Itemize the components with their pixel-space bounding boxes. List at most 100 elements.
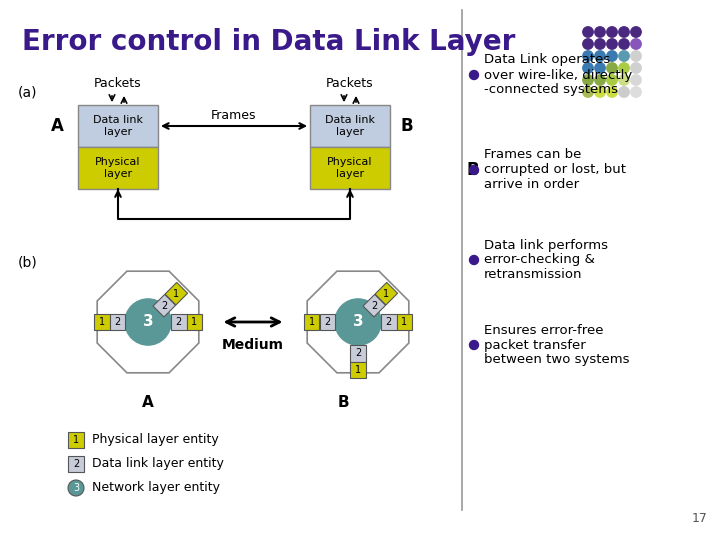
Text: A: A <box>142 395 154 410</box>
FancyBboxPatch shape <box>381 314 397 330</box>
Text: 1: 1 <box>174 289 179 299</box>
Text: Error control in Data Link Layer: Error control in Data Link Layer <box>22 28 516 56</box>
Circle shape <box>631 27 642 37</box>
Text: 2: 2 <box>176 317 182 327</box>
Circle shape <box>595 63 606 73</box>
FancyBboxPatch shape <box>363 294 386 317</box>
Text: 2: 2 <box>73 459 79 469</box>
Text: 1: 1 <box>309 317 315 327</box>
Circle shape <box>595 39 606 49</box>
Circle shape <box>631 87 642 97</box>
Circle shape <box>618 27 629 37</box>
Text: 2: 2 <box>386 317 392 327</box>
FancyBboxPatch shape <box>78 147 158 189</box>
Text: A: A <box>51 117 64 135</box>
FancyBboxPatch shape <box>165 282 188 305</box>
Text: Packets: Packets <box>94 77 142 90</box>
Text: Frames can be
corrupted or lost, but
arrive in order: Frames can be corrupted or lost, but arr… <box>484 148 626 192</box>
FancyBboxPatch shape <box>397 314 412 330</box>
Text: 1: 1 <box>73 435 79 445</box>
Circle shape <box>469 165 479 174</box>
FancyBboxPatch shape <box>94 314 109 330</box>
Text: Physical
layer: Physical layer <box>328 157 373 179</box>
Text: 2: 2 <box>324 317 330 327</box>
Text: (b): (b) <box>18 255 37 269</box>
Circle shape <box>595 27 606 37</box>
FancyBboxPatch shape <box>351 362 366 378</box>
Text: B: B <box>337 395 348 410</box>
FancyBboxPatch shape <box>68 456 84 472</box>
Text: 3: 3 <box>353 314 364 329</box>
FancyBboxPatch shape <box>68 432 84 448</box>
Circle shape <box>631 39 642 49</box>
Text: 2: 2 <box>114 317 120 327</box>
Text: 2: 2 <box>161 301 168 310</box>
Circle shape <box>607 27 617 37</box>
Circle shape <box>582 87 593 97</box>
Circle shape <box>335 299 381 345</box>
Polygon shape <box>97 271 199 373</box>
Circle shape <box>618 87 629 97</box>
Circle shape <box>631 63 642 73</box>
Text: 1: 1 <box>99 317 105 327</box>
Polygon shape <box>307 271 409 373</box>
FancyBboxPatch shape <box>375 282 397 305</box>
FancyBboxPatch shape <box>320 314 335 330</box>
Circle shape <box>469 255 479 265</box>
FancyBboxPatch shape <box>171 314 186 330</box>
Text: 1: 1 <box>191 317 197 327</box>
Circle shape <box>607 63 617 73</box>
Text: 3: 3 <box>143 314 153 329</box>
Text: B: B <box>400 117 413 135</box>
Text: Data link layer entity: Data link layer entity <box>92 457 224 470</box>
Text: 1: 1 <box>401 317 408 327</box>
Text: Data link performs
error-checking &
retransmission: Data link performs error-checking & retr… <box>484 239 608 281</box>
Circle shape <box>595 75 606 85</box>
FancyBboxPatch shape <box>153 294 176 317</box>
Text: Network layer entity: Network layer entity <box>92 482 220 495</box>
Text: Packets: Packets <box>326 77 374 90</box>
Text: 2: 2 <box>372 301 377 310</box>
Text: (a): (a) <box>18 85 37 99</box>
Circle shape <box>595 87 606 97</box>
FancyBboxPatch shape <box>351 345 366 362</box>
Circle shape <box>618 75 629 85</box>
Text: Physical
layer: Physical layer <box>95 157 140 179</box>
Circle shape <box>631 51 642 61</box>
Circle shape <box>607 75 617 85</box>
Circle shape <box>618 51 629 61</box>
FancyBboxPatch shape <box>78 105 158 147</box>
Text: Data link
layer: Data link layer <box>93 115 143 137</box>
Text: 17: 17 <box>692 512 708 525</box>
Circle shape <box>631 75 642 85</box>
Text: Data Link operates
over wire-like, directly
-connected systems: Data Link operates over wire-like, direc… <box>484 53 632 97</box>
Text: 1: 1 <box>383 289 390 299</box>
FancyBboxPatch shape <box>304 314 320 330</box>
Circle shape <box>469 341 479 349</box>
Circle shape <box>607 51 617 61</box>
Text: 3: 3 <box>73 483 79 493</box>
Text: Frames: Frames <box>211 109 257 122</box>
Text: B: B <box>466 161 479 179</box>
Circle shape <box>582 27 593 37</box>
Circle shape <box>582 39 593 49</box>
Circle shape <box>125 299 171 345</box>
Text: 2: 2 <box>355 348 361 359</box>
FancyBboxPatch shape <box>310 105 390 147</box>
Circle shape <box>618 39 629 49</box>
Circle shape <box>595 51 606 61</box>
Text: Medium: Medium <box>222 338 284 352</box>
FancyBboxPatch shape <box>109 314 125 330</box>
FancyBboxPatch shape <box>310 147 390 189</box>
Circle shape <box>607 39 617 49</box>
Circle shape <box>582 75 593 85</box>
Circle shape <box>618 63 629 73</box>
Circle shape <box>582 51 593 61</box>
Text: Ensures error-free
packet transfer
between two systems: Ensures error-free packet transfer betwe… <box>484 323 629 367</box>
Text: 1: 1 <box>355 365 361 375</box>
Circle shape <box>607 87 617 97</box>
FancyBboxPatch shape <box>186 314 202 330</box>
Text: Data link
layer: Data link layer <box>325 115 375 137</box>
Circle shape <box>68 480 84 496</box>
Circle shape <box>582 63 593 73</box>
